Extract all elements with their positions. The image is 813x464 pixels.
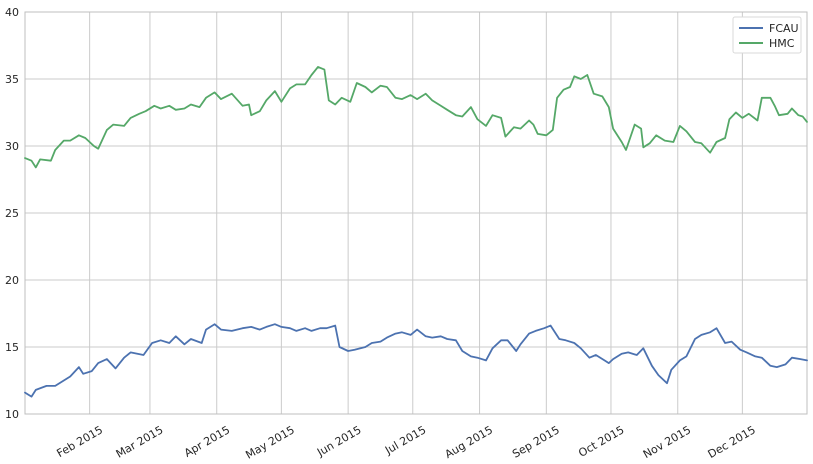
- series-line-fcau: [24, 323, 808, 398]
- x-tick-label: Sep 2015: [510, 423, 562, 460]
- series-layer: [24, 66, 808, 398]
- y-tick-label: 20: [5, 274, 19, 287]
- x-tick-label: Mar 2015: [114, 423, 166, 460]
- y-tick-label: 35: [5, 73, 19, 86]
- x-tick-label: May 2015: [243, 423, 296, 460]
- plot-area-frame: [24, 11, 808, 415]
- legend-label-hmc: HMC: [769, 37, 795, 50]
- grid-layer: [25, 11, 807, 415]
- y-tick-label: 25: [5, 207, 19, 220]
- y-tick-label: 15: [5, 341, 19, 354]
- y-tick-label: 30: [5, 140, 19, 153]
- series-line-hmc: [24, 66, 808, 169]
- x-tick-label: Dec 2015: [706, 423, 758, 460]
- x-tick-label: Feb 2015: [54, 423, 105, 460]
- y-axis-tick-labels: 10 15 20 25 30 35 40: [5, 6, 19, 421]
- x-tick-label: Nov 2015: [641, 423, 693, 460]
- y-tick-label: 40: [5, 6, 19, 19]
- y-tick-label: 10: [5, 408, 19, 421]
- x-tick-label: Oct 2015: [576, 423, 626, 460]
- legend-label-fcau: FCAU: [769, 22, 799, 35]
- x-tick-label: Jun 2015: [314, 423, 364, 459]
- x-tick-label: Aug 2015: [443, 423, 495, 460]
- x-axis-tick-labels: Feb 2015 Mar 2015 Apr 2015 May 2015 Jun 2015…: [54, 423, 758, 461]
- x-tick-label: Apr 2015: [182, 423, 232, 460]
- legend: FCAU HMC: [732, 16, 802, 54]
- x-tick-label: Jul 2015: [382, 423, 428, 457]
